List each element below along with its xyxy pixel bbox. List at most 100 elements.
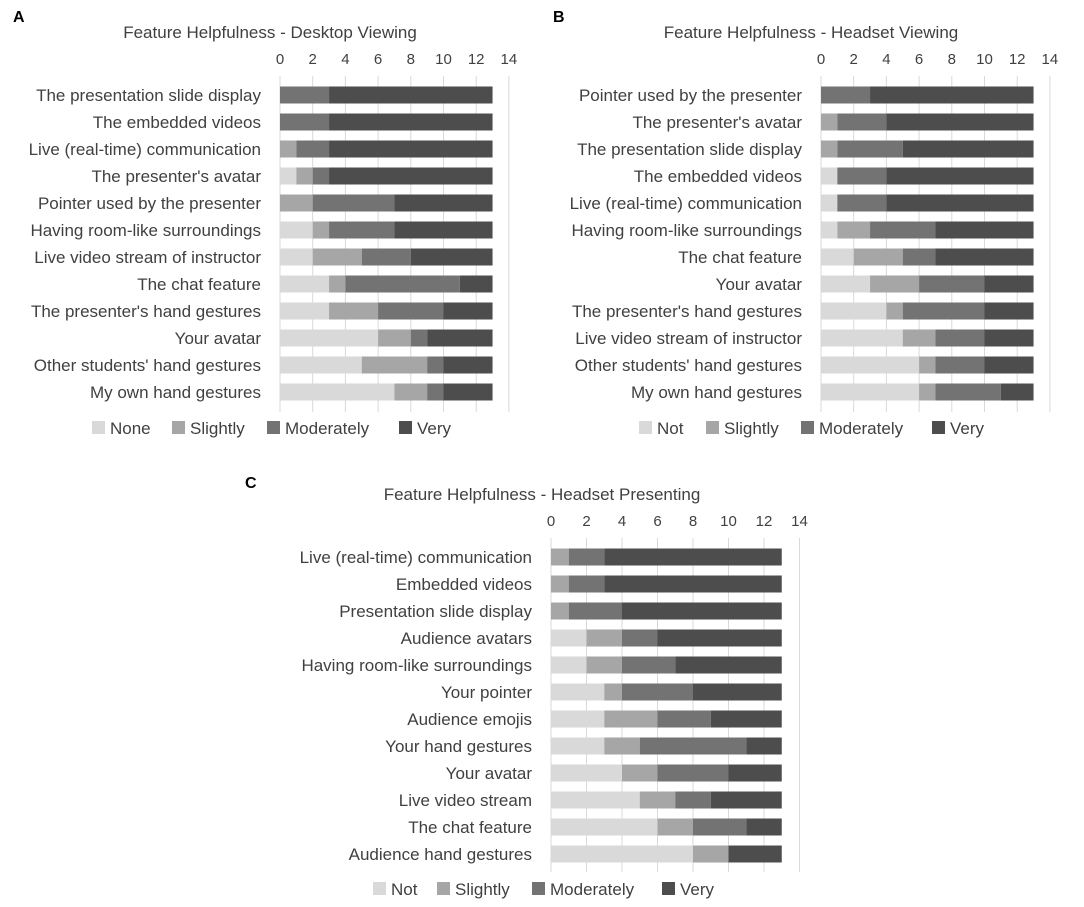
bar-segment-very [394,194,493,212]
bar-segment-slightly [551,575,569,593]
bar-segment-very [443,302,493,320]
bar-segment-not [821,329,903,347]
bar-segment-slightly [693,845,729,863]
bar-segment-very [935,248,1034,266]
category-label: Live video stream of instructor [34,248,261,267]
bar-segment-none [280,275,330,293]
legend-label: Very [950,419,985,438]
category-label: The chat feature [137,275,261,294]
bar-segment-slightly [657,818,693,836]
bar-segment-moderately [675,791,711,809]
bar-segment-slightly [361,356,428,374]
bar-segment-moderately [657,764,729,782]
bar-segment-moderately [378,302,444,320]
legend-label: Very [417,419,452,438]
bar-segment-not [821,248,854,266]
x-tick-label: 8 [689,513,697,530]
bar-segment-slightly [604,737,640,755]
category-label: Your hand gestures [385,737,532,756]
bar-segment-slightly [551,548,569,566]
category-label: Live (real-time) communication [570,194,802,213]
x-tick-label: 8 [407,51,415,68]
category-label: Audience avatars [401,629,532,648]
category-label: Your avatar [175,329,262,348]
bar-segment-very [459,275,493,293]
bar-segment-very [935,221,1034,239]
bar-segment-moderately [280,113,330,131]
bar-segment-moderately [568,602,622,620]
chart-title: Feature Helpfulness - Headset Viewing [664,23,959,42]
bar-segment-slightly [821,140,838,158]
bar-segment-moderately [329,221,395,239]
panel-letter: B [553,9,565,26]
legend-swatch-not [373,882,386,895]
x-tick-label: 10 [435,51,452,68]
legend-swatch-moderately [267,421,280,434]
category-label: Live (real-time) communication [300,548,532,567]
bar-segment-not [551,818,658,836]
bar-segment-very [886,113,1034,131]
bar-segment-moderately [693,818,747,836]
bar-segment-moderately [837,140,903,158]
panel-letter: A [13,9,25,26]
bar-segment-slightly [312,221,330,239]
bar-segment-not [821,275,871,293]
bar-segment-very [329,140,493,158]
legend-swatch-none [92,421,105,434]
bar-segment-slightly [604,683,622,701]
legend-swatch-not [639,421,652,434]
x-tick-label: 4 [618,513,626,530]
legend-label: Slightly [190,419,245,438]
bar-segment-moderately [622,683,693,701]
category-label: The presenter's avatar [91,167,261,186]
bar-segment-very [902,140,1034,158]
bar-segment-moderately [427,383,444,401]
bar-segment-moderately [902,302,985,320]
bar-segment-very [427,329,493,347]
bar-segment-not [551,737,605,755]
bar-segment-none [280,302,330,320]
x-tick-label: 0 [547,513,555,530]
bar-segment-none [280,383,395,401]
bar-segment-none [280,221,313,239]
legend-swatch-very [932,421,945,434]
bar-segment-slightly [886,302,903,320]
category-label: The embedded videos [634,167,802,186]
bar-segment-not [551,656,587,674]
bar-segment-moderately [837,167,887,185]
bar-segment-slightly [329,275,346,293]
bar-segment-slightly [919,356,936,374]
bar-segment-moderately [902,248,936,266]
bar-segment-moderately [568,575,605,593]
category-label: The presentation slide display [577,140,802,159]
chart-title: Feature Helpfulness - Headset Presenting [384,485,701,504]
legend-label: None [110,419,151,438]
bar-segment-very [886,194,1034,212]
bar-segment-very [710,710,782,728]
bar-segment-moderately [622,656,676,674]
chart-panel-b: B Feature Helpfulness - Headset Viewing 0 2… [553,9,1058,438]
bar-segment-very [657,629,782,647]
category-label: Other students' hand gestures [575,356,802,375]
bar-segment-moderately [935,383,1001,401]
bar-segment-moderately [935,356,985,374]
bar-segment-slightly [312,248,362,266]
legend-label: Not [391,880,418,899]
x-tick-label: 0 [817,51,825,68]
x-tick-label: 12 [756,513,773,530]
bar-segment-slightly [853,248,903,266]
bar-segment-very [410,248,493,266]
category-label: Having room-like surroundings [30,221,261,240]
bar-segment-moderately [657,710,711,728]
bar-segment-not [821,194,838,212]
bar-segment-very [622,602,782,620]
bar-segment-not [551,683,605,701]
bar-segment-moderately [410,329,428,347]
x-tick-label: 14 [501,51,518,68]
bar-segment-slightly [280,140,297,158]
category-label: Having room-like surroundings [571,221,802,240]
bar-segment-slightly [378,329,411,347]
bar-segment-slightly [622,764,658,782]
category-label: Pointer used by the presenter [579,86,802,105]
